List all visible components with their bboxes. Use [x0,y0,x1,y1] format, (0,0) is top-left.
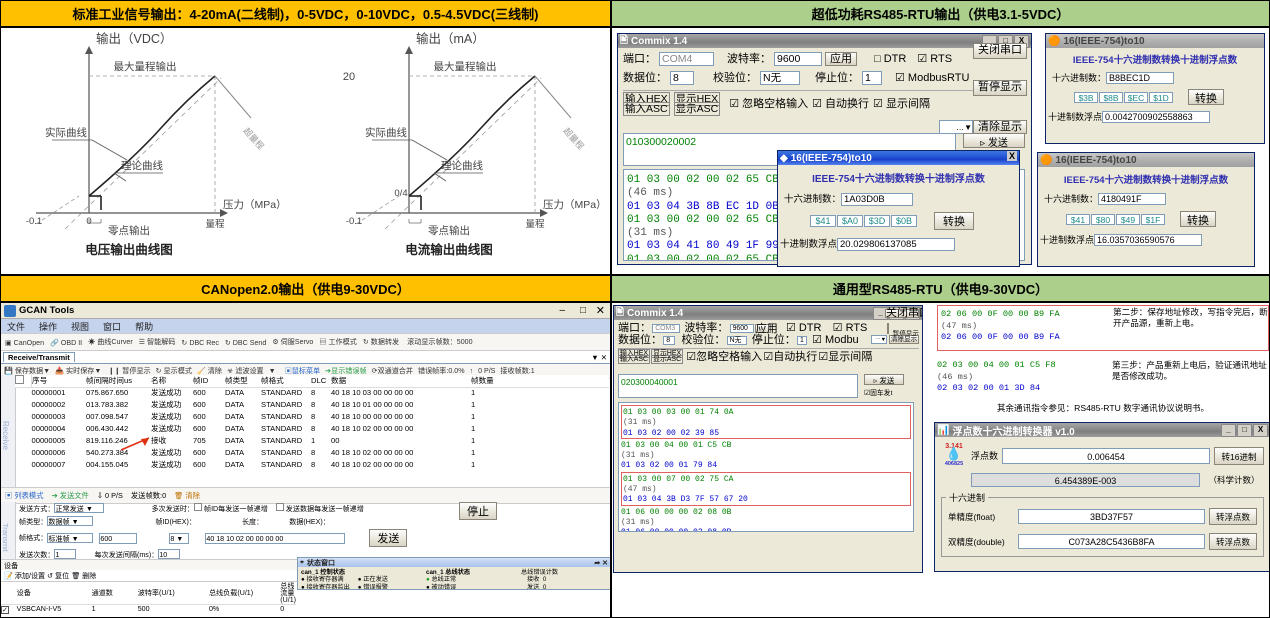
svg-text:-0.1: -0.1 [26,216,42,227]
svg-text:电压输出曲线图: 电压输出曲线图 [85,242,173,257]
svg-text:最大量程输出: 最大量程输出 [434,60,497,73]
svg-text:20: 20 [343,71,355,83]
svg-text:0: 0 [86,216,91,227]
svg-text:最大量程输出: 最大量程输出 [114,60,177,73]
svg-text:量程: 量程 [525,219,545,230]
svg-text:输出（VDC）: 输出（VDC） [96,31,172,46]
svg-text:理论曲线: 理论曲线 [441,159,483,172]
svg-text:压力（MPa）: 压力（MPa） [223,198,287,211]
svg-text:零点输出: 零点输出 [428,224,470,237]
svg-text:压力（MPa）: 压力（MPa） [543,198,607,211]
svg-text:量程: 量程 [205,219,225,230]
svg-text:电流输出曲线图: 电流输出曲线图 [405,242,493,257]
svg-text:实际曲线: 实际曲线 [45,126,87,139]
svg-text:超量程: 超量程 [242,126,267,152]
svg-text:0/4: 0/4 [394,188,407,199]
svg-text:实际曲线: 实际曲线 [365,126,407,139]
svg-text:-0.1: -0.1 [346,216,362,227]
svg-text:超量程: 超量程 [562,126,587,152]
svg-text:零点输出: 零点输出 [108,224,150,237]
svg-text:输出（mA）: 输出（mA） [416,31,485,46]
svg-text:理论曲线: 理论曲线 [121,159,163,172]
